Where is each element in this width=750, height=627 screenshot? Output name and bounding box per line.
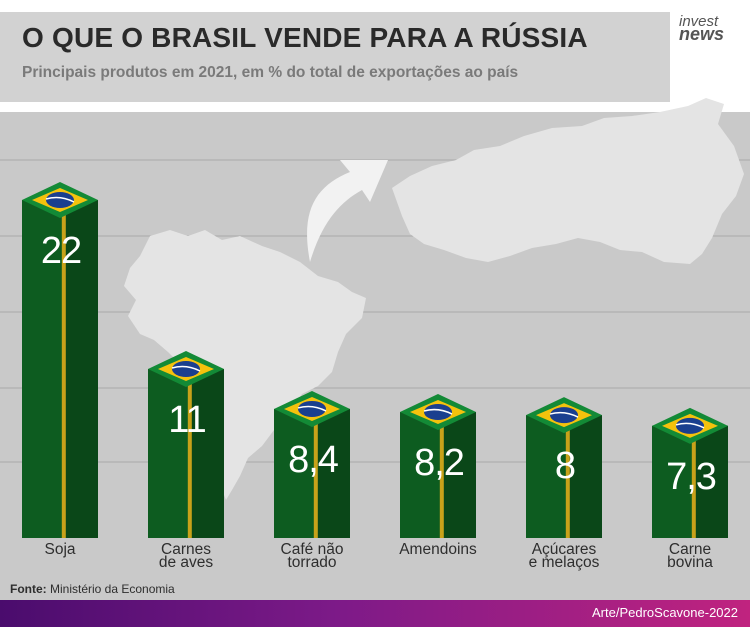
flag-band <box>423 408 453 415</box>
bar-stripe <box>61 200 66 538</box>
header-band <box>0 12 670 102</box>
flag-band <box>171 365 201 372</box>
bar-stripe <box>187 369 192 538</box>
footer-band: Arte/PedroScavone-2022 <box>0 600 750 627</box>
bar-side-shade <box>567 415 602 538</box>
category-label: Açúcares e melaços <box>528 541 600 571</box>
art-credit: Arte/PedroScavone-2022 <box>592 605 738 620</box>
bar-side-shade <box>315 408 350 538</box>
bar-value-label: 22 <box>40 230 82 272</box>
russia-map-shape <box>392 98 744 264</box>
category-label: Carnes de aves <box>158 541 214 571</box>
bar-value-label: 8,4 <box>288 438 339 481</box>
bar-side-shade <box>441 412 476 538</box>
bar-group <box>274 390 350 538</box>
flag-globe <box>172 361 200 377</box>
bar-value-label: 8,2 <box>414 442 465 485</box>
flag-band <box>549 411 579 418</box>
flag-globe <box>46 192 74 208</box>
bar-group <box>22 182 98 538</box>
bar-stripe <box>565 415 570 538</box>
brazil-map-shape <box>124 230 366 500</box>
logo-text-invest: invest <box>679 13 719 30</box>
bar-group <box>652 407 728 538</box>
category-label: Café não torrado <box>280 541 344 571</box>
investnews-logo: invest news <box>679 13 741 44</box>
flag-band <box>297 405 327 412</box>
bar-side-shade <box>189 369 224 538</box>
bar-value-label: 7,3 <box>666 455 717 498</box>
bar-stripe <box>691 425 696 538</box>
bar-side-shade <box>63 200 98 538</box>
flag-globe <box>424 404 452 421</box>
bar-stripe <box>439 412 444 538</box>
bar-stripe <box>313 408 318 538</box>
bar-group <box>400 394 476 538</box>
source-label: Fonte: <box>10 582 47 596</box>
chart-subtitle: Principais produtos em 2021, em % do tot… <box>22 64 519 81</box>
source-note: Fonte: Ministério da Economia <box>10 582 175 596</box>
flag-band <box>675 422 705 429</box>
category-label: Soja <box>44 541 76 558</box>
bar-value-label: 8 <box>554 445 576 488</box>
flag-globe <box>676 417 704 434</box>
category-label: Carne bovina <box>667 541 713 571</box>
bar-side-shade <box>693 425 728 538</box>
bar-group <box>148 351 224 538</box>
bar-group <box>526 397 602 538</box>
category-label: Amendoins <box>399 541 477 558</box>
chart-title: O QUE O BRASIL VENDE PARA A RÚSSIA <box>22 22 588 53</box>
source-text: Ministério da Economia <box>50 582 175 596</box>
bar-value-label: 11 <box>168 399 206 441</box>
flag-band <box>45 196 75 203</box>
flag-globe <box>550 407 578 424</box>
arrow-icon <box>307 160 388 262</box>
logo-text-news: news <box>679 24 725 44</box>
flag-globe <box>298 400 326 417</box>
